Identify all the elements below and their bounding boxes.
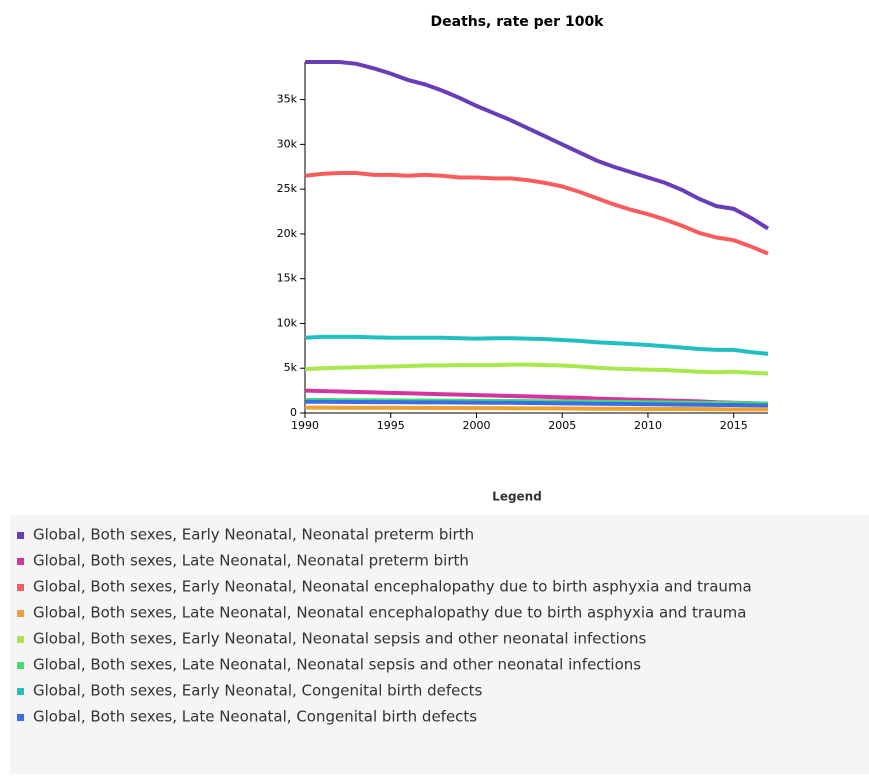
legend-swatch <box>17 688 24 695</box>
chart-title: Deaths, rate per 100k <box>431 14 605 30</box>
legend-swatch <box>17 532 24 539</box>
legend-swatch <box>17 714 24 721</box>
x-tick-label: 2000 <box>462 419 490 432</box>
legend-background <box>10 515 869 774</box>
series-line <box>304 171 769 256</box>
series-line <box>304 362 769 376</box>
legend-swatch <box>17 662 24 669</box>
legend-label: Global, Both sexes, Late Neonatal, Conge… <box>33 708 477 726</box>
legend-label: Global, Both sexes, Late Neonatal, Neona… <box>33 656 641 674</box>
legend-swatch <box>17 636 24 643</box>
legend-swatch <box>17 584 24 591</box>
y-tick-label: 30k <box>277 137 298 150</box>
y-tick-label: 35k <box>277 93 298 106</box>
series-line <box>305 60 770 231</box>
x-tick-label: 1995 <box>377 419 405 432</box>
legend-swatch <box>17 610 24 617</box>
legend-label: Global, Both sexes, Early Neonatal, Neon… <box>33 526 474 544</box>
legend-label: Global, Both sexes, Early Neonatal, Neon… <box>33 578 752 596</box>
legend-label: Global, Both sexes, Early Neonatal, Neon… <box>33 630 647 648</box>
legend-label: Global, Both sexes, Late Neonatal, Neona… <box>33 604 747 622</box>
legend-label: Global, Both sexes, Early Neonatal, Cong… <box>33 682 483 700</box>
x-tick-label: 2010 <box>634 419 662 432</box>
y-tick-label: 15k <box>277 272 298 285</box>
legend-label: Global, Both sexes, Late Neonatal, Neona… <box>33 552 469 570</box>
series-line <box>305 399 769 408</box>
x-tick-label: 1990 <box>291 419 319 432</box>
y-tick-label: 5k <box>284 361 298 374</box>
legend-swatch <box>17 558 24 565</box>
y-tick-label: 25k <box>277 182 298 195</box>
y-tick-label: 0 <box>290 406 297 419</box>
x-tick-label: 2015 <box>720 419 748 432</box>
x-tick-label: 2005 <box>548 419 576 432</box>
y-tick-label: 20k <box>277 227 298 240</box>
y-tick-label: 10k <box>277 316 298 329</box>
legend-title: Legend <box>492 490 542 504</box>
series-line <box>305 405 768 412</box>
series-line <box>304 334 769 356</box>
